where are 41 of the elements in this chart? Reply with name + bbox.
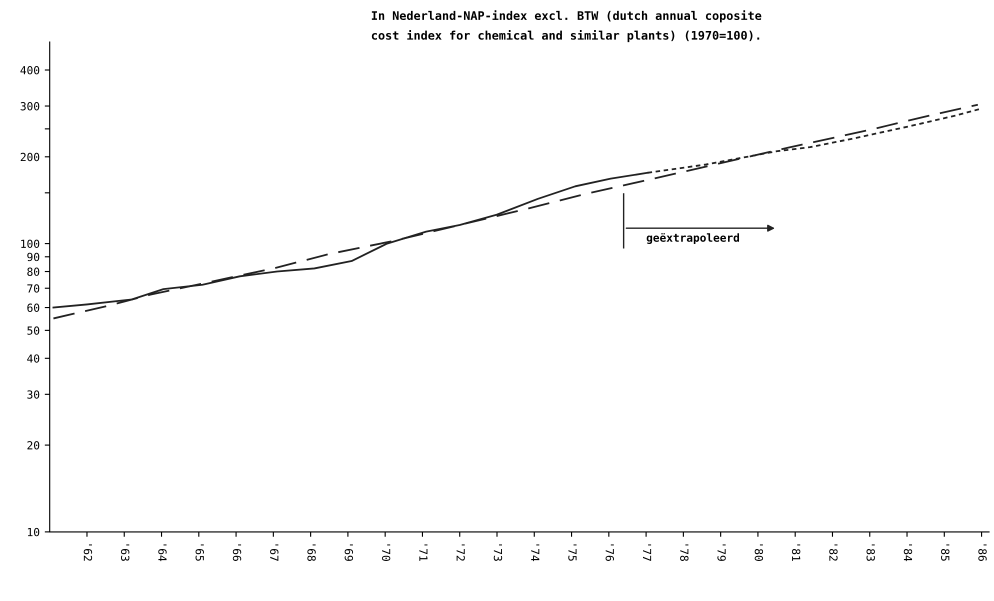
x-tick-label: '68 [307,544,316,561]
line-series [52,104,979,320]
x-tick-label: '71 [419,544,428,561]
y-tick-label: 100 [21,240,40,248]
x-tick-label: '80 [754,544,764,561]
y-tick-label: 10 [28,528,40,536]
y-tick-label: 400 [20,66,40,74]
annotation: geëxtrapoleerd [646,233,740,244]
chart-title: In Nederland-NAP-index excl. BTW (dutch annual coposite cost index for chemical and similar plants) (1970=100). [372,10,762,42]
x-tick-label: '75 [568,544,577,561]
y-tick-label: 30 [27,390,40,399]
x-tick-label: '79 [717,544,726,561]
x-tick-label: '73 [494,544,502,561]
x-tick-label: '78 [680,544,689,561]
y-tick-label: 80 [27,268,40,276]
x-tick-label: '85 [941,544,950,561]
x-tick-label: '64 [158,544,167,562]
x-tick-label: '74 [531,544,540,562]
y-tick-label: 200 [20,152,40,162]
y-tick-label: 20 [27,441,40,450]
x-tick-label: '77 [643,544,652,561]
x-tick-label: '82 [829,544,838,561]
y-tick-label: 40 [27,354,40,363]
x-tick-label: '83 [866,544,875,561]
x-tick-label: '67 [270,544,278,561]
y-tick-label: 60 [27,304,40,312]
x-tick-label: '62 [84,544,92,561]
y-tick-label: 300 [20,102,40,110]
x-tick-label: '86 [978,544,987,561]
x-tick-label: '70 [382,544,390,561]
y-tick-label: 50 [27,326,40,335]
x-tick-label: '76 [606,544,614,561]
x-tick-label: '72 [456,544,465,561]
x-tick-label: '84 [904,544,912,562]
y-tick-label: 70 [27,284,40,293]
x-tick-label: '66 [232,544,242,561]
x-tick-label: '63 [120,544,130,561]
x-tick-label: '69 [344,544,354,561]
x-tick-label: '81 [792,544,800,561]
x-tick-label: '65 [196,544,204,561]
y-tick-label: 90 [27,252,40,262]
